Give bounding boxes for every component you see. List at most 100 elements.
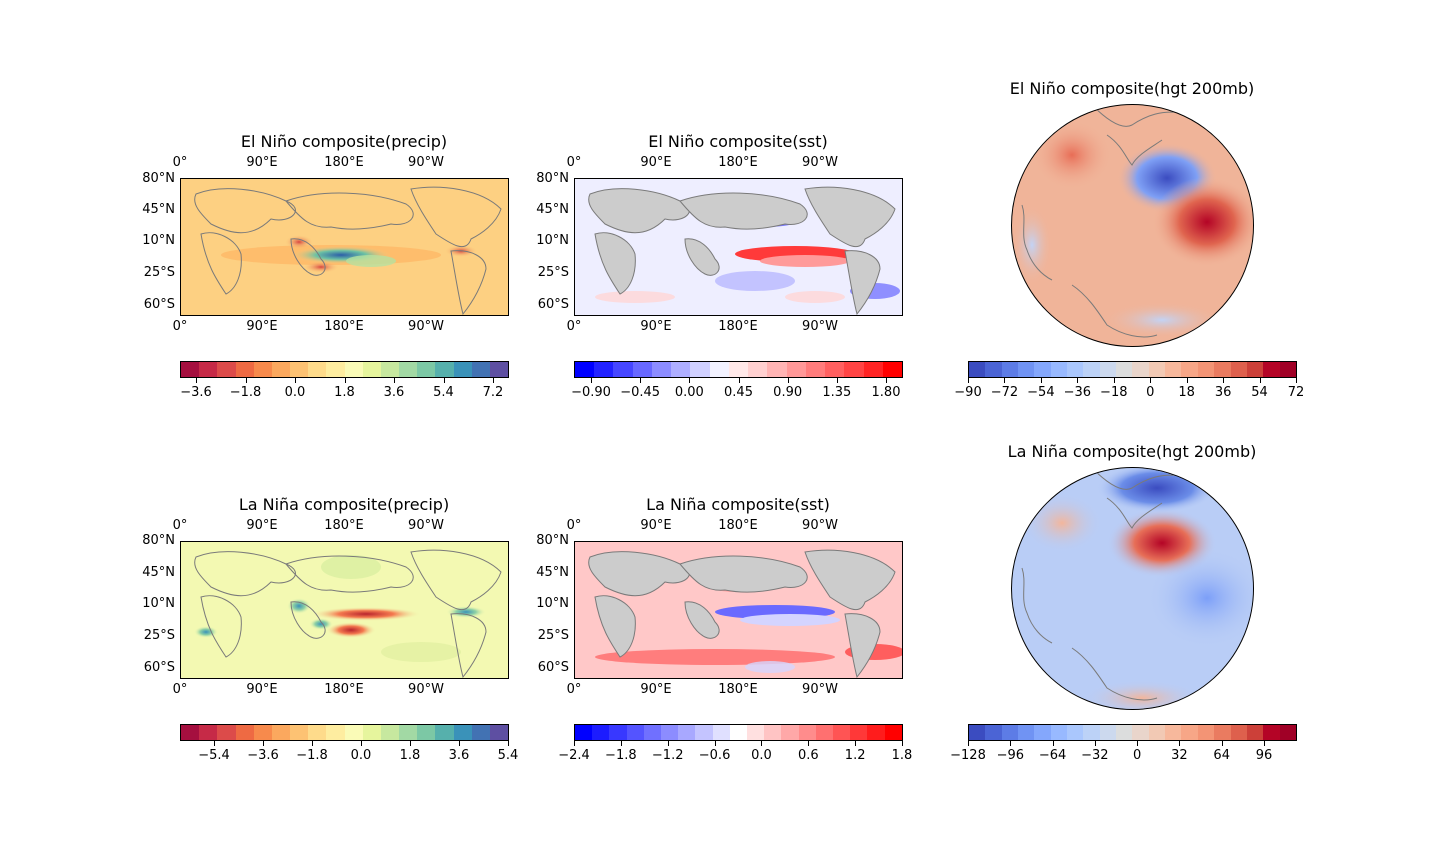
lon-label-top: 180°E (718, 155, 758, 170)
colorbar-tick-label: −5.4 (198, 748, 230, 763)
colorbar-segment (1246, 362, 1264, 377)
colorbar-tick (968, 378, 969, 383)
colorbar-tick-label: 5.4 (433, 385, 454, 400)
colorbar-tick (714, 741, 716, 746)
lon-label-bottom: 0° (566, 319, 582, 334)
colorbar-tick (1186, 378, 1188, 383)
lat-label: 45°N (142, 202, 175, 217)
colorbar-segment (882, 362, 902, 377)
colorbar-segment (781, 725, 799, 740)
colorbar-segment (671, 362, 691, 377)
colorbar-tick (1004, 378, 1006, 383)
colorbar-segment (1083, 362, 1100, 377)
colorbar-tick-label: −1.8 (296, 748, 328, 763)
colorbar-tick-label: 0.90 (773, 385, 803, 400)
colorbar-segment (767, 362, 787, 377)
colorbar-tick (295, 378, 296, 383)
lon-label-bottom: 0° (566, 682, 582, 697)
colorbar-segment (651, 362, 672, 377)
hgt-globe-elnino (1011, 104, 1254, 347)
lon-label-bottom: 90°E (246, 319, 278, 334)
colorbar-tick (493, 378, 494, 383)
colorbar-segment (969, 725, 986, 740)
colorbar-segment (217, 725, 236, 740)
colorbar-segment (1132, 362, 1149, 377)
colorbar-tick-label: −1.8 (229, 385, 262, 400)
lat-label: 80°N (142, 171, 175, 186)
colorbar-segment (1034, 362, 1051, 377)
colorbar-tick-label: 32 (1171, 748, 1188, 763)
lon-label-bottom: 90°W (408, 319, 444, 334)
colorbar-tick-label: 0.45 (724, 385, 753, 400)
precip-map-elnino-plot (180, 178, 509, 316)
colorbar-segment (805, 362, 826, 377)
colorbar-tick (245, 378, 247, 383)
panel-title-p3: El Niño composite(hgt 200mb) (1009, 79, 1255, 98)
colorbar-segment (1018, 725, 1035, 740)
colorbar-segment (661, 725, 679, 740)
colorbar-p5 (574, 724, 903, 741)
colorbar-tick (591, 378, 592, 383)
colorbar-tick (443, 378, 445, 383)
colorbar-segment (833, 725, 851, 740)
colorbar-segment (417, 362, 436, 377)
colorbar-tick (1077, 378, 1079, 383)
lat-label: 10°N (536, 233, 569, 248)
colorbar-segment (1263, 362, 1280, 377)
lat-label: 80°N (536, 171, 569, 186)
lon-label-bottom: 180°E (718, 319, 758, 334)
colorbar-segment (764, 725, 782, 740)
colorbar-tick-label: −64 (1038, 748, 1067, 763)
colorbar-segment (271, 362, 291, 377)
colorbar-tick-label: 96 (1255, 748, 1273, 763)
colorbar-tick-label: 5.4 (497, 748, 519, 763)
colorbar-segment (453, 725, 472, 740)
colorbar-segment (399, 725, 418, 740)
colorbar-tick-label: −36 (1063, 385, 1092, 400)
colorbar-tick (1150, 378, 1152, 383)
colorbar-segment (253, 362, 272, 377)
colorbar-segment (1116, 362, 1133, 377)
colorbar-segment (1018, 362, 1035, 377)
colorbar-tick-label: 1.80 (871, 385, 901, 400)
colorbar-tick (836, 378, 838, 383)
colorbar-tick (738, 378, 740, 383)
lon-label-bottom: 90°E (640, 682, 672, 697)
lon-label-bottom: 180°E (718, 682, 758, 697)
colorbar-segment (181, 362, 200, 377)
colorbar-tick (1052, 741, 1054, 746)
colorbar-segment (786, 362, 806, 377)
colorbar-segment (1001, 362, 1019, 377)
colorbar-tick (787, 378, 789, 383)
colorbar-tick-label: −3.6 (180, 385, 212, 400)
colorbar-segment (1214, 362, 1231, 377)
colorbar-segment (1050, 362, 1068, 377)
colorbar-segment (626, 725, 644, 740)
colorbar-segment (344, 725, 363, 740)
colorbar-segment (435, 725, 454, 740)
colorbar-segment (985, 362, 1002, 377)
colorbar-tick (1264, 741, 1265, 746)
colorbar-segment (863, 362, 883, 377)
lon-label-bottom: 0° (172, 682, 188, 697)
colorbar-tick (1223, 378, 1225, 383)
colorbar-segment (1214, 725, 1231, 740)
colorbar-segment (1197, 362, 1215, 377)
colorbar-segment (690, 362, 710, 377)
lon-label-bottom: 90°W (802, 682, 838, 697)
lon-label-top: 0° (566, 518, 582, 533)
colorbar-tick-label: −0.6 (698, 748, 731, 763)
colorbar-segment (844, 362, 864, 377)
panel-title-p5: La Niña composite(sst) (646, 495, 830, 514)
colorbar-segment (884, 725, 902, 740)
colorbar-tick (1010, 741, 1012, 746)
colorbar-segment (850, 725, 868, 740)
colorbar-tick-label: −0.90 (571, 385, 611, 400)
colorbar-tick-label: 1.8 (399, 748, 421, 763)
hgt-field-elnino (1012, 105, 1253, 338)
lon-label-bottom: 180°E (324, 319, 364, 334)
colorbar-tick-label: −32 (1081, 748, 1109, 763)
colorbar-segment (326, 362, 345, 377)
colorbar-tick-label: 3.6 (448, 748, 470, 763)
colorbar-tick (886, 378, 887, 383)
